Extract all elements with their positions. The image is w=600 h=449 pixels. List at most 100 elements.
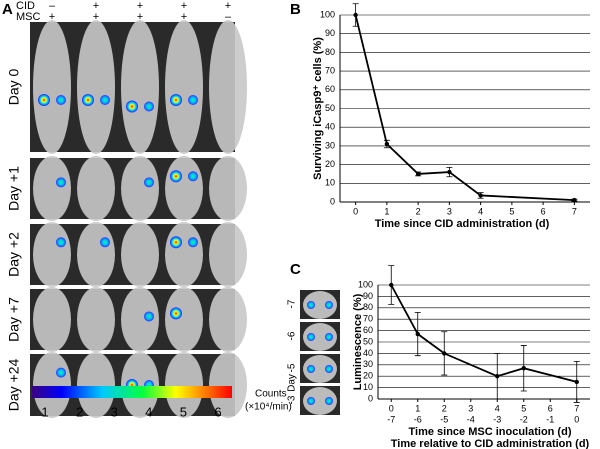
mouse-body: [165, 222, 203, 287]
x-tick-label: 7: [572, 206, 577, 216]
y-tick-label: 50: [325, 103, 335, 113]
data-point: [389, 282, 394, 288]
y-tick-label: 70: [363, 314, 373, 324]
data-line: [354, 14, 575, 202]
mouse-body: [77, 287, 115, 352]
signal-spot: [56, 237, 66, 248]
signal-spot: [307, 333, 315, 341]
data-point: [478, 193, 483, 198]
signal-spot: [144, 101, 154, 112]
mouse-body: [209, 222, 247, 287]
x-tick-label-secondary: -3: [493, 414, 501, 424]
thumb-label: -7: [287, 299, 298, 308]
mouse-body: [303, 355, 337, 383]
signal-spot: [188, 237, 198, 248]
data-point: [415, 331, 420, 337]
thumb-label: -5: [287, 363, 298, 372]
signal-spot: [82, 94, 94, 106]
data-point: [574, 379, 579, 385]
mouse-body: [303, 323, 337, 351]
msc-sign: +: [181, 11, 187, 23]
signal-spot: [170, 170, 182, 183]
mouse-body: [77, 156, 115, 221]
mouse-body: [121, 20, 159, 154]
data-point: [521, 366, 526, 371]
y-tick-label: 90: [363, 291, 373, 301]
signal-spot: [126, 100, 138, 113]
msc-sign: +: [137, 11, 143, 23]
signal-spot: [144, 311, 154, 322]
thumb-label: -6: [287, 331, 298, 340]
y-tick-label: 40: [363, 348, 373, 358]
row-label: Day +1: [6, 166, 22, 211]
x-tick-label-secondary: -2: [520, 414, 528, 424]
signal-spot: [307, 397, 315, 405]
signal-spot: [325, 365, 333, 373]
y-tick-label: 0: [368, 393, 373, 403]
x-tick-label: 7: [574, 403, 579, 413]
x-tick-label-secondary: -4: [467, 414, 475, 424]
x-tick-label-secondary: -6: [414, 414, 422, 424]
x-tick-label: 4: [495, 403, 500, 413]
panel-letter: A: [2, 1, 13, 18]
signal-spot: [325, 397, 333, 405]
y-tick-label: 80: [325, 47, 335, 57]
data-point: [442, 351, 447, 356]
mouse-body: [209, 352, 247, 418]
x-tick-label: 5: [521, 403, 526, 413]
panel-letter: C: [290, 261, 301, 278]
signal-spot: [56, 367, 66, 378]
colorbar: [32, 386, 232, 398]
mouse-body: [165, 352, 203, 418]
y-tick-label: 50: [363, 336, 373, 346]
x-tick-label: 0: [353, 206, 358, 216]
colorbar-tick-label: 6: [214, 404, 221, 419]
colorbar-tick-label: 1: [41, 404, 48, 419]
signal-spot: [188, 95, 198, 105]
x-axis-label-secondary: Time relative to CID administration (d): [391, 438, 590, 449]
mouse-body: [121, 287, 159, 352]
data-point: [572, 197, 577, 203]
mouse-body: [209, 20, 247, 154]
data-point: [415, 171, 421, 177]
thumbnail-images: [300, 290, 340, 415]
x-tick-label: 3: [468, 403, 473, 413]
y-tick-label: 30: [363, 359, 373, 369]
colorbar-label: Counts: [255, 389, 287, 400]
y-axis-label: Luminescence (%): [352, 293, 364, 390]
colorbar-unit: (×10⁴/min): [245, 402, 292, 413]
mouse-body: [33, 156, 71, 221]
row-label: Day 0: [6, 69, 22, 106]
signal-spot: [170, 94, 182, 106]
cid-sign: +: [225, 0, 231, 12]
mouse-body: [121, 222, 159, 287]
colorbar-tick-label: 4: [145, 404, 152, 419]
mouse-body: [209, 287, 247, 352]
msc-sign: –: [225, 11, 232, 23]
signal-spot: [325, 301, 333, 309]
x-tick-label: 4: [478, 206, 483, 216]
signal-spot: [188, 171, 198, 182]
y-tick-label: 70: [325, 65, 335, 75]
data-line: [390, 284, 577, 383]
y-tick-label: 80: [363, 302, 373, 312]
y-tick-label: 20: [325, 159, 335, 169]
x-tick-label: 1: [384, 206, 389, 216]
mouse-body: [165, 156, 203, 221]
y-tick-label: 60: [363, 325, 373, 335]
signal-spot: [100, 95, 110, 105]
colorbar-tick-label: 3: [111, 404, 118, 419]
data-point: [353, 12, 358, 18]
data-point: [495, 374, 500, 379]
y-tick-label: 10: [363, 382, 373, 392]
y-tick-label: 60: [325, 84, 335, 94]
cid-sign: +: [93, 0, 99, 12]
colorbar-tick-label: 5: [180, 404, 187, 419]
x-tick-label-secondary: -5: [440, 414, 448, 424]
signal-spot: [307, 365, 315, 373]
x-tick-label: 3: [447, 206, 452, 216]
mouse-body: [121, 352, 159, 418]
signal-spot: [38, 94, 50, 106]
row-label: Day +2: [6, 232, 22, 277]
